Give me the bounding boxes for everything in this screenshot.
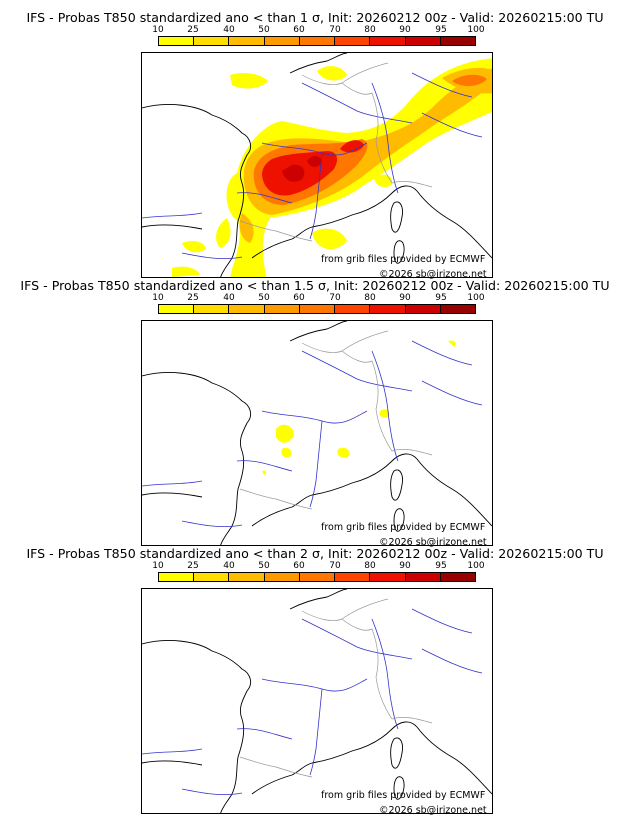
scale-label: 70 [329,561,341,571]
scale-swatch [370,305,406,313]
scale-label: 80 [364,293,376,303]
scale-swatch [405,573,441,581]
country-borders [239,598,433,778]
scale-swatch [264,573,300,581]
scale-swatch [194,573,230,581]
scale-swatch [229,305,265,313]
scale-label: 25 [187,25,199,35]
probability-map [141,320,493,546]
color-scale-labels: 10 25 40 50 60 70 80 90 95 100 [140,561,500,571]
scale-swatch [159,37,195,45]
probability-map [141,588,493,814]
probability-map [141,52,493,278]
scale-label: 50 [258,293,270,303]
scale-label: 95 [435,293,447,303]
scale-label: 100 [467,25,485,35]
panel-1-5sigma: IFS - Probas T850 standardized ano < tha… [0,278,630,548]
scale-label: 10 [152,25,164,35]
rivers [142,340,483,528]
scale-label: 40 [223,293,235,303]
scale-label: 70 [329,293,341,303]
data-source-credit: from grib files provided by ECMWF [321,790,486,801]
scale-label: 10 [152,561,164,571]
coastlines [142,589,492,813]
scale-label: 80 [364,25,376,35]
scale-label: 25 [187,293,199,303]
scale-swatch [194,37,230,45]
scale-swatch [299,37,336,45]
color-scale-labels: 10 25 40 50 60 70 80 90 95 100 [140,293,500,303]
scale-swatch [299,305,336,313]
country-borders [239,330,433,510]
scale-swatch [405,37,441,45]
scale-label: 90 [399,25,411,35]
coastlines [142,53,492,277]
scale-swatch [440,573,475,581]
scale-swatch [299,573,336,581]
scale-label: 10 [152,293,164,303]
data-source-credit: from grib files provided by ECMWF [321,254,486,265]
probability-shading [172,58,492,277]
color-scale-bar [158,572,476,582]
scale-swatch [440,37,475,45]
scale-label: 95 [435,25,447,35]
scale-label: 80 [364,561,376,571]
scale-label: 60 [293,25,305,35]
scale-label: 95 [435,561,447,571]
scale-swatch [159,573,195,581]
scale-swatch [370,573,406,581]
copyright-notice: ©2026 sb@irizone.net [379,269,487,280]
scale-label: 50 [258,561,270,571]
scale-label: 70 [329,25,341,35]
scale-swatch [335,37,371,45]
scale-swatch [229,573,265,581]
copyright-notice: ©2026 sb@irizone.net [379,805,487,816]
color-scale-labels: 10 25 40 50 60 70 80 90 95 100 [140,25,500,35]
scale-swatch [405,305,441,313]
panel-title: IFS - Probas T850 standardized ano < tha… [20,278,610,293]
scale-swatch [370,37,406,45]
scale-swatch [264,37,300,45]
scale-swatch [229,37,265,45]
rivers [142,608,483,796]
panel-title: IFS - Probas T850 standardized ano < tha… [26,546,604,561]
scale-swatch [264,305,300,313]
scale-label: 60 [293,561,305,571]
scale-swatch [159,305,195,313]
color-scale-bar [158,36,476,46]
probability-shading [262,340,456,475]
scale-swatch [440,305,475,313]
rivers [142,72,483,260]
panel-1sigma: IFS - Probas T850 standardized ano < tha… [0,10,630,280]
scale-swatch [335,573,371,581]
scale-label: 90 [399,293,411,303]
scale-swatch [194,305,230,313]
data-source-credit: from grib files provided by ECMWF [321,522,486,533]
country-borders [239,62,433,242]
panel-2sigma: IFS - Probas T850 standardized ano < tha… [0,546,630,816]
color-scale-bar [158,304,476,314]
scale-swatch [335,305,371,313]
scale-label: 40 [223,25,235,35]
scale-label: 90 [399,561,411,571]
scale-label: 100 [467,561,485,571]
scale-label: 100 [467,293,485,303]
scale-label: 50 [258,25,270,35]
copyright-notice: ©2026 sb@irizone.net [379,537,487,548]
scale-label: 25 [187,561,199,571]
panel-title: IFS - Probas T850 standardized ano < tha… [26,10,604,25]
scale-label: 40 [223,561,235,571]
scale-label: 60 [293,293,305,303]
coastlines [142,321,492,545]
